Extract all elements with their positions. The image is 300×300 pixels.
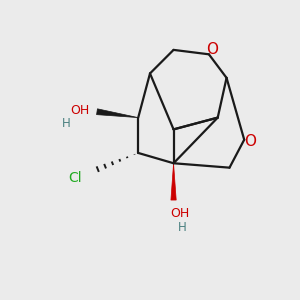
Text: H: H <box>62 117 70 130</box>
Text: OH: OH <box>170 207 189 220</box>
Text: O: O <box>206 42 218 57</box>
Text: H: H <box>178 221 187 234</box>
Text: OH: OH <box>70 104 90 117</box>
Polygon shape <box>171 163 176 200</box>
Text: Cl: Cl <box>69 171 82 185</box>
Text: O: O <box>244 134 256 149</box>
Polygon shape <box>97 109 138 118</box>
